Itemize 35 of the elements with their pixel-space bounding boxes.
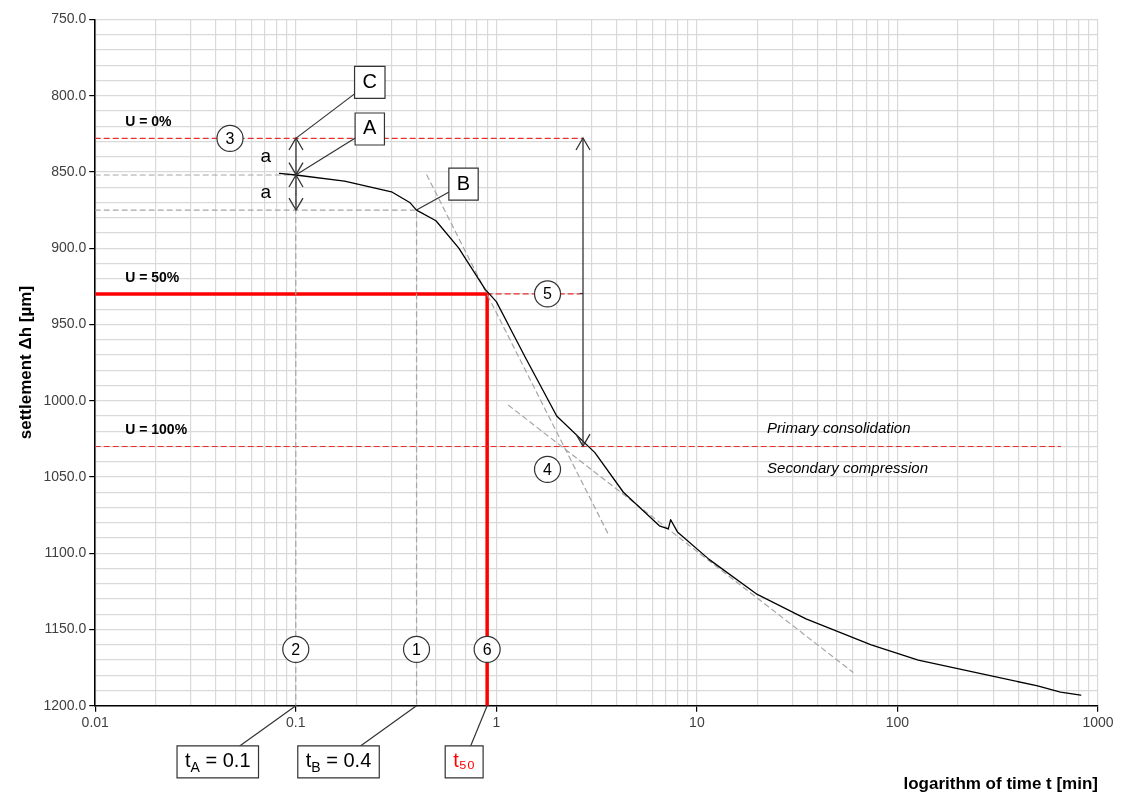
annotation: 5 <box>543 285 553 303</box>
annotation: U = 0% <box>125 113 173 130</box>
x-tick-label: 100 <box>885 714 910 731</box>
y-tick-label: 1200.0 <box>43 696 87 713</box>
y-tick-label: 850.0 <box>51 162 87 179</box>
annotation: B <box>456 171 471 194</box>
y-tick-label: 1050.0 <box>43 467 87 484</box>
annotation: a <box>260 180 272 202</box>
x-tick-label: 10 <box>689 714 705 731</box>
annotation: U = 100% <box>125 421 188 438</box>
x-axis-title: logarithm of time t [min] <box>903 774 1098 794</box>
annotation: 1 <box>412 640 422 658</box>
y-tick-label: 1150.0 <box>44 620 87 637</box>
annotation: C <box>362 69 378 92</box>
y-tick-label: 750.0 <box>51 10 87 27</box>
annotation: 3 <box>225 129 235 147</box>
y-axis-title: settlement Δh [µm] <box>15 285 35 440</box>
y-tick-label: 800.0 <box>51 86 87 103</box>
x-tick-label: 0.01 <box>81 714 110 731</box>
y-tick-label: 1000.0 <box>43 391 87 408</box>
x-tick-label: 0.1 <box>286 714 306 731</box>
annotation: 6 <box>482 640 492 658</box>
annotation: a <box>260 144 272 166</box>
annotation: U = 50% <box>125 268 180 285</box>
annotation: t₅₀ <box>453 749 476 772</box>
annotation: 2 <box>291 640 301 658</box>
annotation: 4 <box>543 460 553 478</box>
y-tick-label: 900.0 <box>51 239 87 256</box>
annotation: Primary consolidation <box>767 418 911 436</box>
x-tick-label: 1000 <box>1082 714 1114 731</box>
annotation: A <box>363 116 378 139</box>
annotation: Secondary compression <box>767 458 928 476</box>
x-tick-label: 1 <box>492 714 501 731</box>
y-tick-label: 1100.0 <box>44 544 87 561</box>
y-tick-label: 950.0 <box>51 315 87 332</box>
